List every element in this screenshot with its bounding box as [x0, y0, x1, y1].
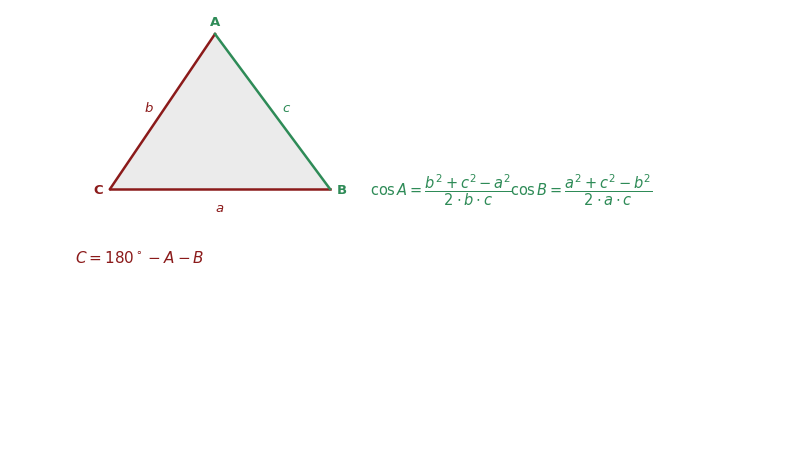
- Text: $C = 180^\circ - A - B$: $C = 180^\circ - A - B$: [75, 249, 204, 265]
- Text: c: c: [282, 102, 290, 115]
- Text: A: A: [210, 16, 220, 29]
- Polygon shape: [110, 35, 330, 189]
- Text: $\mathregular{cos}\,B = \dfrac{a^2 + c^2 - b^2}{2 \cdot a \cdot c}$: $\mathregular{cos}\,B = \dfrac{a^2 + c^2…: [510, 172, 653, 207]
- Text: $\mathregular{cos}\,A = \dfrac{b^2 + c^2 - a^2}{2 \cdot b \cdot c}$: $\mathregular{cos}\,A = \dfrac{b^2 + c^2…: [370, 172, 513, 207]
- Text: C: C: [94, 183, 103, 196]
- Text: B: B: [337, 183, 347, 196]
- Text: a: a: [216, 202, 224, 215]
- Text: b: b: [144, 102, 153, 115]
